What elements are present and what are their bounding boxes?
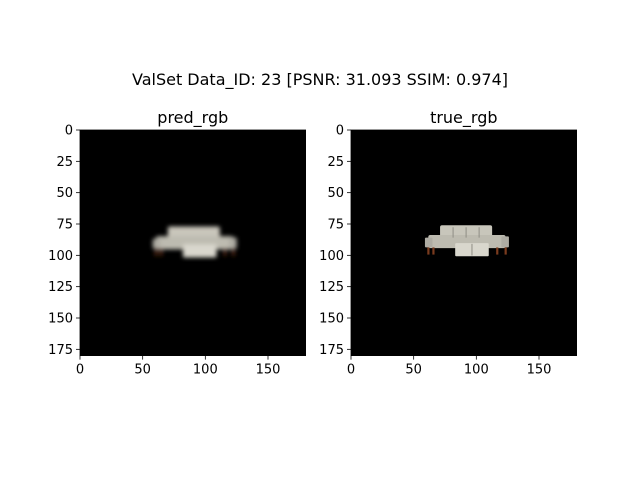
- y-tick-label: 25: [327, 155, 344, 170]
- sofa-leg: [155, 248, 158, 256]
- y-tick-label: 0: [65, 124, 73, 139]
- sofa-arm-right: [229, 237, 237, 249]
- y-tick-label: 25: [56, 155, 73, 170]
- sofa-arm-right: [501, 236, 509, 248]
- y-tick-label: 0: [336, 124, 344, 139]
- x-tick-label: 0: [76, 363, 84, 378]
- sofa-leg: [160, 248, 163, 256]
- y-tick-label: 125: [48, 280, 73, 295]
- sofa-leg: [504, 247, 507, 255]
- sofa-leg: [427, 247, 430, 255]
- axes-frame: [79, 129, 307, 357]
- y-tick-label: 175: [48, 343, 73, 358]
- panel-pred-rgb: pred_rgb 0 50 100 150 0 25 50 75 100 125 150 175: [48, 108, 307, 378]
- y-tick-label: 100: [48, 249, 73, 264]
- y-tick-label: 175: [319, 343, 344, 358]
- y-tick-label: 50: [56, 186, 73, 201]
- y-tick-label: 125: [319, 280, 344, 295]
- figure-suptitle: ValSet Data_ID: 23 [PSNR: 31.093 SSIM: 0…: [132, 70, 508, 90]
- sofa-leg: [223, 248, 227, 256]
- y-tick-label: 50: [327, 186, 344, 201]
- x-tick-label: 100: [464, 363, 489, 378]
- x-tick-label: 150: [527, 363, 552, 378]
- x-tick-label: 150: [256, 363, 281, 378]
- y-tick-label: 100: [319, 249, 344, 264]
- sofa-arm-left: [152, 238, 161, 249]
- y-tick-label: 75: [56, 218, 73, 233]
- y-tick-label: 75: [327, 218, 344, 233]
- sofa-leg: [232, 248, 235, 256]
- sofa-object: [424, 225, 509, 257]
- y-tick-label: 150: [319, 312, 344, 327]
- panel-true-rgb: true_rgb 0 50 100 150 0 25 50 75 100 125 150 175: [319, 108, 578, 378]
- y-tick-label: 150: [48, 312, 73, 327]
- axes-title: pred_rgb: [157, 108, 228, 128]
- sofa-object: [152, 226, 237, 258]
- x-tick-label: 50: [405, 363, 422, 378]
- axes-frame: [350, 129, 578, 357]
- sofa-leg: [496, 247, 499, 255]
- x-tick-label: 100: [193, 363, 218, 378]
- sofa-arm-left: [424, 237, 433, 248]
- x-tick-label: 0: [347, 363, 355, 378]
- x-tick-label: 50: [134, 363, 151, 378]
- sofa-leg: [432, 247, 435, 255]
- axes-title: true_rgb: [430, 108, 497, 128]
- sofa-front: [182, 244, 217, 258]
